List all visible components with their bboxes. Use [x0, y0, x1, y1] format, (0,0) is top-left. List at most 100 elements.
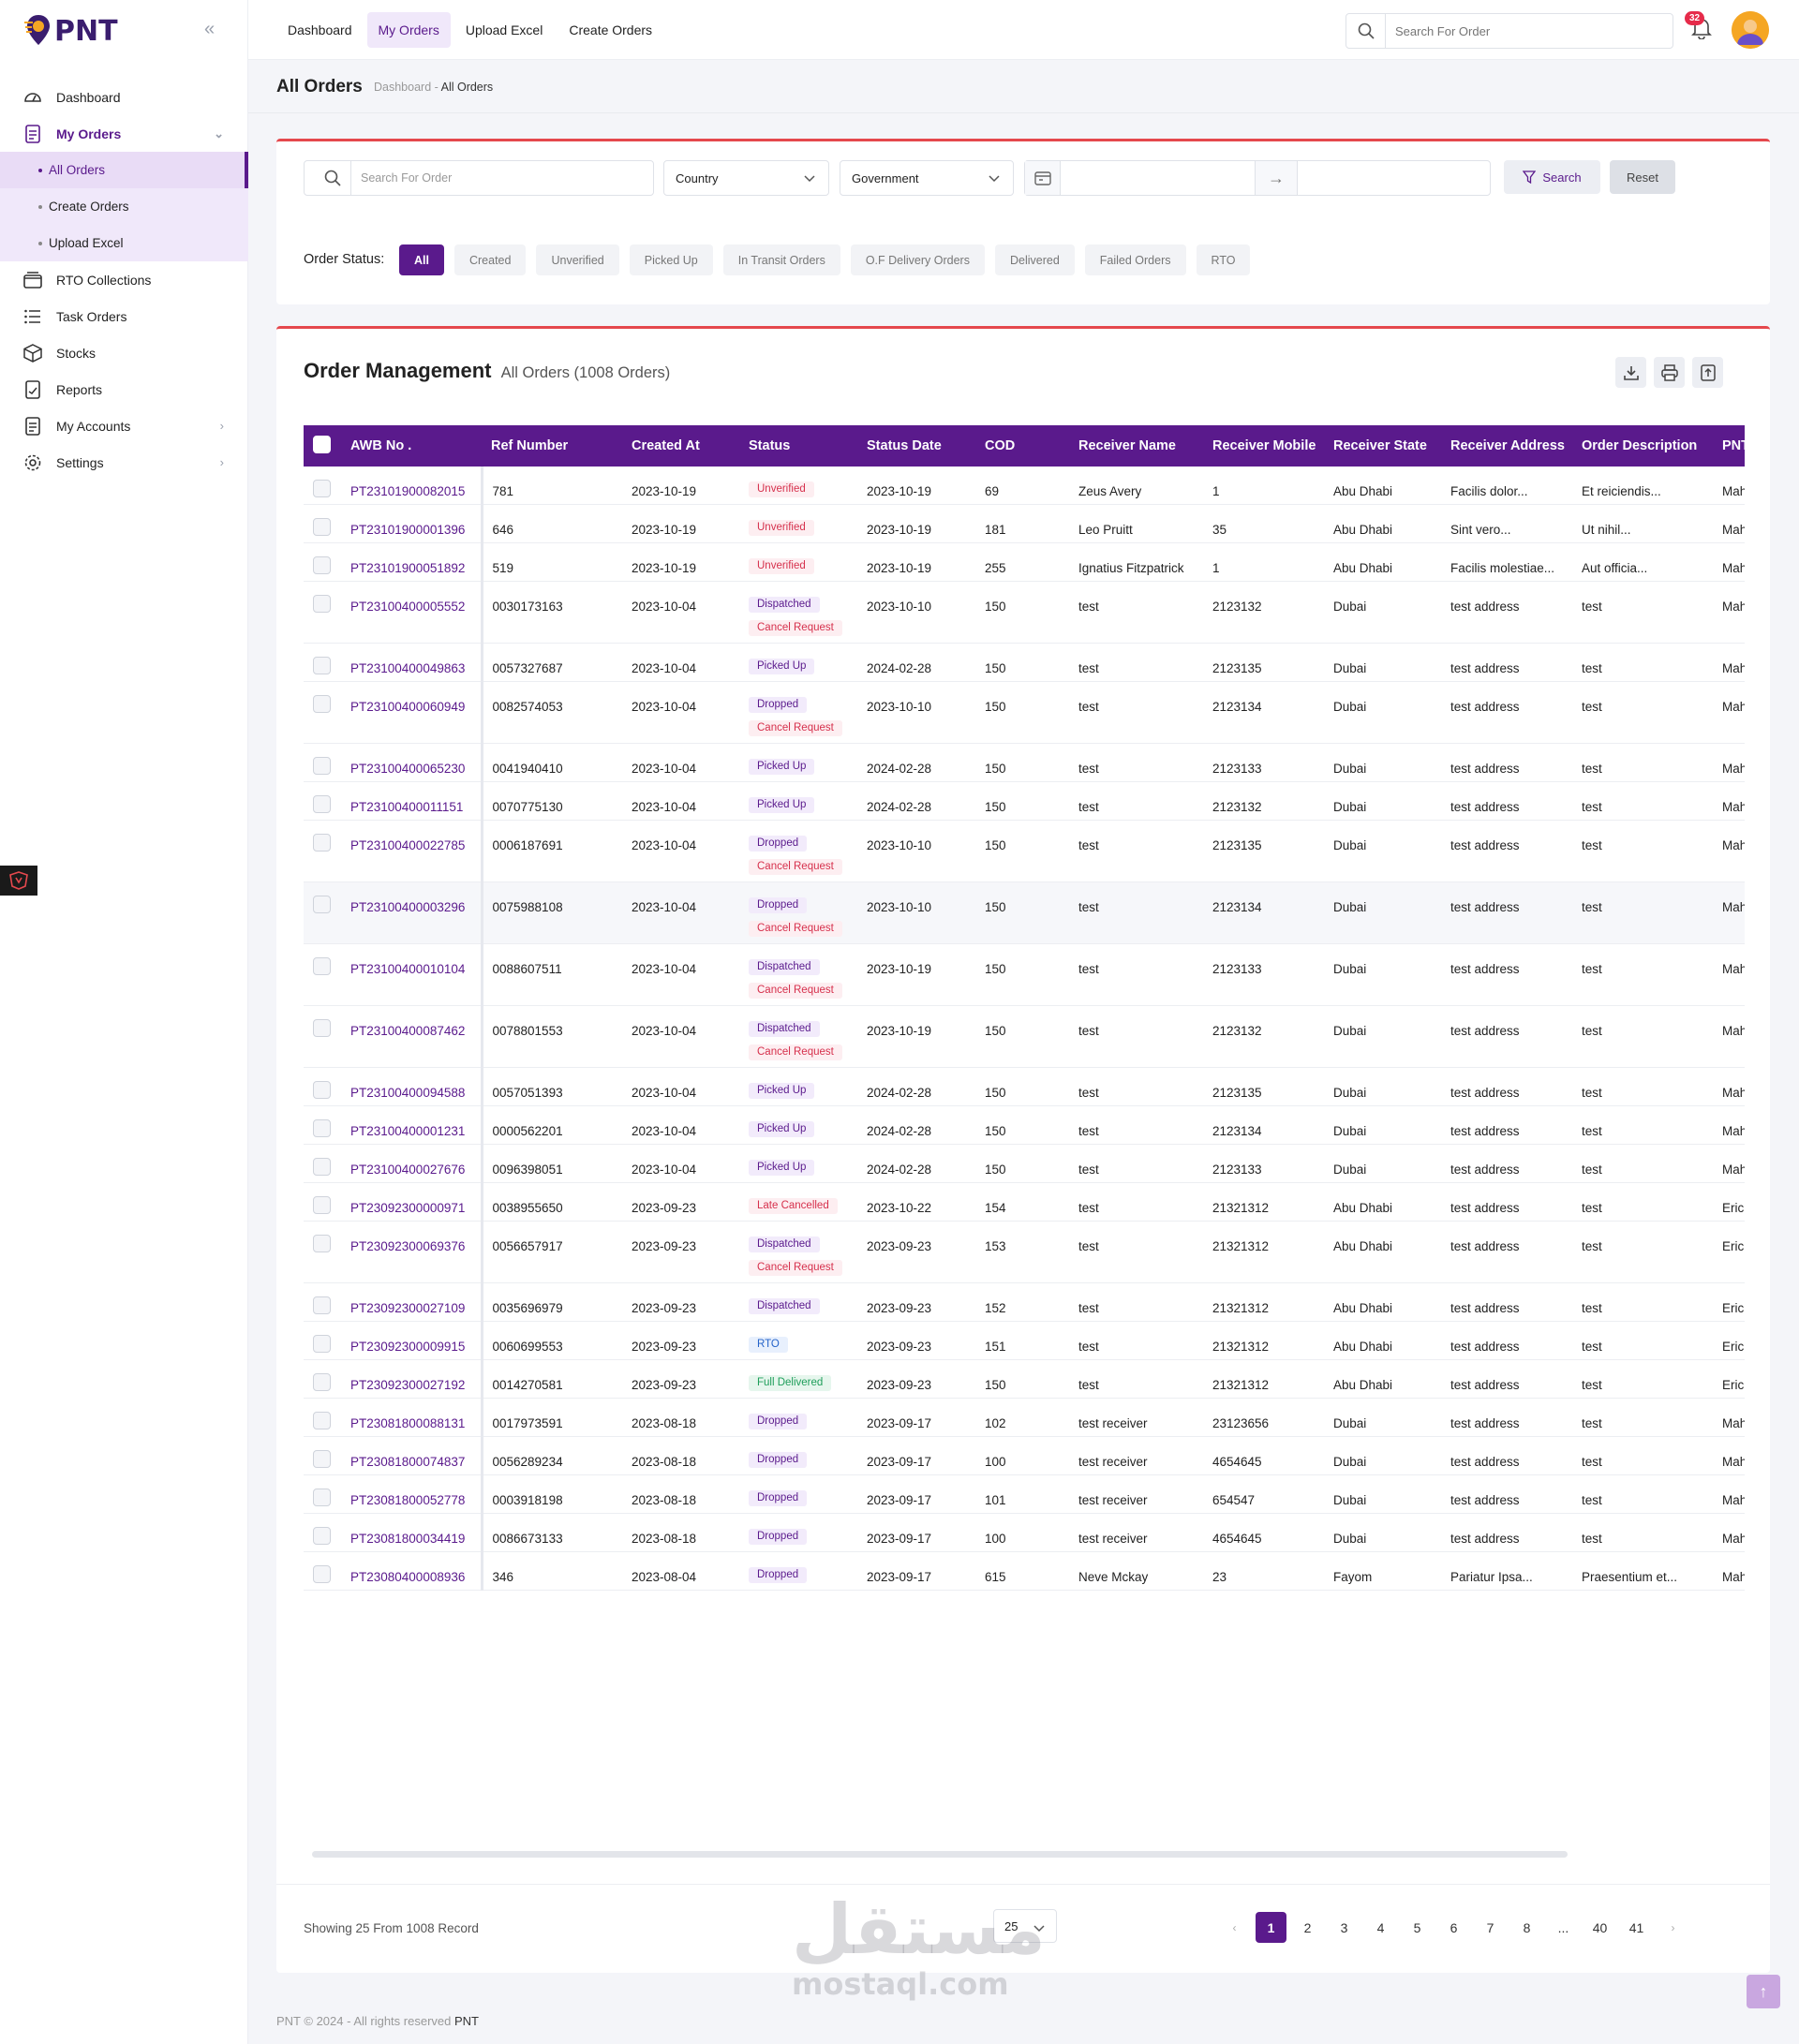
topnav-create-orders[interactable]: Create Orders	[569, 22, 653, 37]
reset-button[interactable]: Reset	[1610, 160, 1675, 194]
status-chip-picked-up[interactable]: Picked Up	[629, 244, 713, 275]
row-checkbox[interactable]	[313, 896, 331, 913]
footer-brand[interactable]: PNT	[454, 2014, 479, 2028]
user-avatar[interactable]	[1732, 11, 1769, 49]
government-select[interactable]: Government	[840, 160, 1014, 196]
column-header-ref[interactable]: Ref Number	[491, 438, 569, 453]
awb-cell[interactable]: PT23100400027676	[341, 1144, 483, 1183]
row-checkbox[interactable]	[313, 1489, 331, 1506]
row-checkbox[interactable]	[313, 1119, 331, 1137]
topnav-upload-excel[interactable]: Upload Excel	[465, 22, 543, 37]
status-chip-of-delivery[interactable]: O.F Delivery Orders	[850, 244, 985, 275]
table-row[interactable]: PT23092300000971 0038955650 2023-09-23 Late…	[304, 1182, 1745, 1222]
row-checkbox[interactable]	[313, 834, 331, 852]
awb-cell[interactable]: PT23101900051892	[341, 542, 483, 582]
status-chip-delivered[interactable]: Delivered	[994, 244, 1075, 275]
table-row[interactable]: PT23092300027192 0014270581 2023-09-23 Full…	[304, 1359, 1745, 1399]
row-checkbox[interactable]	[313, 595, 331, 613]
row-checkbox[interactable]	[313, 1565, 331, 1583]
row-checkbox[interactable]	[313, 556, 331, 574]
row-checkbox[interactable]	[313, 1335, 331, 1353]
sidebar-item-rto-collections[interactable]: RTO Collections	[0, 261, 248, 298]
row-checkbox[interactable]	[313, 1196, 331, 1214]
pagination-page[interactable]: 6	[1450, 1919, 1458, 1935]
table-row[interactable]: PT23100400003296 0075988108 2023-10-04 Drop…	[304, 881, 1745, 944]
page-size-select[interactable]: 25	[993, 1909, 1057, 1943]
row-checkbox[interactable]	[313, 957, 331, 975]
sidebar-item-task-orders[interactable]: Task Orders	[0, 298, 248, 334]
chevron-left-icon[interactable]: ‹	[1232, 1920, 1237, 1934]
table-row[interactable]: PT23081800034419 0086673133 2023-08-18 Drop…	[304, 1513, 1745, 1552]
search-button[interactable]: Search	[1504, 160, 1600, 194]
awb-cell[interactable]: PT23100400001231	[341, 1105, 483, 1145]
pagination-page[interactable]: 7	[1486, 1919, 1494, 1935]
row-checkbox[interactable]	[313, 757, 331, 775]
table-row[interactable]: PT23101900051892 519 2023-10-19 Unverified 2…	[304, 542, 1745, 582]
table-row[interactable]: PT23100400049863 0057327687 2023-10-04 Pick…	[304, 643, 1745, 682]
table-row[interactable]: PT23080400008936 346 2023-08-04 Dropped 2023…	[304, 1551, 1745, 1591]
awb-cell[interactable]: PT23100400060949	[341, 681, 483, 744]
row-checkbox[interactable]	[313, 695, 331, 713]
horizontal-scrollbar[interactable]	[312, 1851, 1568, 1858]
pagination-page[interactable]: 3	[1340, 1919, 1348, 1935]
sidebar-item-dashboard[interactable]: Dashboard	[0, 79, 248, 115]
column-header-created[interactable]: Created At	[632, 438, 700, 453]
row-checkbox[interactable]	[313, 795, 331, 813]
column-header-order-description[interactable]: Order Description	[1582, 438, 1698, 453]
pagination-page[interactable]: 2	[1303, 1919, 1312, 1935]
row-checkbox[interactable]	[313, 1450, 331, 1468]
awb-cell[interactable]: PT23081800034419	[341, 1513, 483, 1552]
status-chip-unverified[interactable]: Unverified	[536, 244, 619, 275]
row-checkbox[interactable]	[313, 1019, 331, 1037]
awb-cell[interactable]: PT23100400022785	[341, 820, 483, 882]
country-select[interactable]: Country	[663, 160, 829, 196]
awb-cell[interactable]: PT23101900001396	[341, 504, 483, 543]
scroll-to-top-icon[interactable]: ↑	[1747, 1975, 1780, 2008]
status-chip-all[interactable]: All	[399, 244, 444, 275]
row-checkbox[interactable]	[313, 1527, 331, 1545]
topnav-dashboard[interactable]: Dashboard	[288, 22, 352, 37]
table-row[interactable]: PT23100400001231 0000562201 2023-10-04 Pick…	[304, 1105, 1745, 1145]
awb-cell[interactable]: PT23100400094588	[341, 1067, 483, 1106]
table-row[interactable]: PT23081800074837 0056289234 2023-08-18 Drop…	[304, 1436, 1745, 1475]
table-row[interactable]: PT23081800088131 0017973591 2023-08-18 Drop…	[304, 1398, 1745, 1437]
table-row[interactable]: PT23081800052778 0003918198 2023-08-18 Drop…	[304, 1474, 1745, 1514]
row-checkbox[interactable]	[313, 1373, 331, 1391]
column-header-receiver-name[interactable]: Receiver Name	[1078, 438, 1176, 453]
topnav-my-orders[interactable]: My Orders	[366, 12, 451, 48]
column-header-receiver-mobile[interactable]: Receiver Mobile	[1212, 438, 1316, 453]
order-search[interactable]: Search For Order	[304, 160, 654, 196]
pagination-page[interactable]: 40	[1592, 1919, 1608, 1935]
awb-cell[interactable]: PT23100400065230	[341, 743, 483, 782]
row-checkbox[interactable]	[313, 657, 331, 674]
export-file-icon[interactable]	[1692, 357, 1723, 388]
pagination-page[interactable]: 5	[1413, 1919, 1421, 1935]
row-checkbox[interactable]	[313, 518, 331, 536]
awb-cell[interactable]: PT23092300027109	[341, 1282, 483, 1322]
date-range-picker[interactable]: →	[1024, 160, 1491, 196]
awb-cell[interactable]: PT23080400008936	[341, 1551, 483, 1591]
table-row[interactable]: PT23100400011151 0070775130 2023-10-04 Pick…	[304, 781, 1745, 821]
pagination-page[interactable]: 4	[1376, 1919, 1385, 1935]
table-row[interactable]: PT23100400087462 0078801553 2023-10-04 Disp…	[304, 1005, 1745, 1068]
sidebar-item-my-orders[interactable]: My Orders ⌄	[0, 115, 248, 152]
column-header-awb[interactable]: AWB No .	[350, 438, 412, 453]
sidebar-item-my-accounts[interactable]: My Accounts ›	[0, 407, 248, 444]
sidebar-subitem-all-orders[interactable]: All Orders	[0, 152, 248, 188]
select-all-checkbox[interactable]	[313, 435, 331, 453]
pagination-page[interactable]: 41	[1628, 1919, 1644, 1935]
table-row[interactable]: PT23101900001396 646 2023-10-19 Unverified 2…	[304, 504, 1745, 543]
column-header-status-date[interactable]: Status Date	[867, 438, 942, 453]
row-checkbox[interactable]	[313, 1235, 331, 1252]
awb-cell[interactable]: PT23100400049863	[341, 643, 483, 682]
table-row[interactable]: PT23092300027109 0035696979 2023-09-23 Disp…	[304, 1282, 1745, 1322]
sidebar-item-stocks[interactable]: Stocks	[0, 334, 248, 371]
column-header-cod[interactable]: COD	[985, 438, 1016, 453]
awb-cell[interactable]: PT23100400005552	[341, 581, 483, 644]
pagination-page[interactable]: 8	[1523, 1919, 1531, 1935]
status-chip-created[interactable]: Created	[453, 244, 527, 275]
column-header-receiver-address[interactable]: Receiver Address	[1450, 438, 1565, 453]
sidebar-item-reports[interactable]: Reports	[0, 371, 248, 407]
row-checkbox[interactable]	[313, 1412, 331, 1429]
header-search-input[interactable]	[1386, 23, 1658, 38]
